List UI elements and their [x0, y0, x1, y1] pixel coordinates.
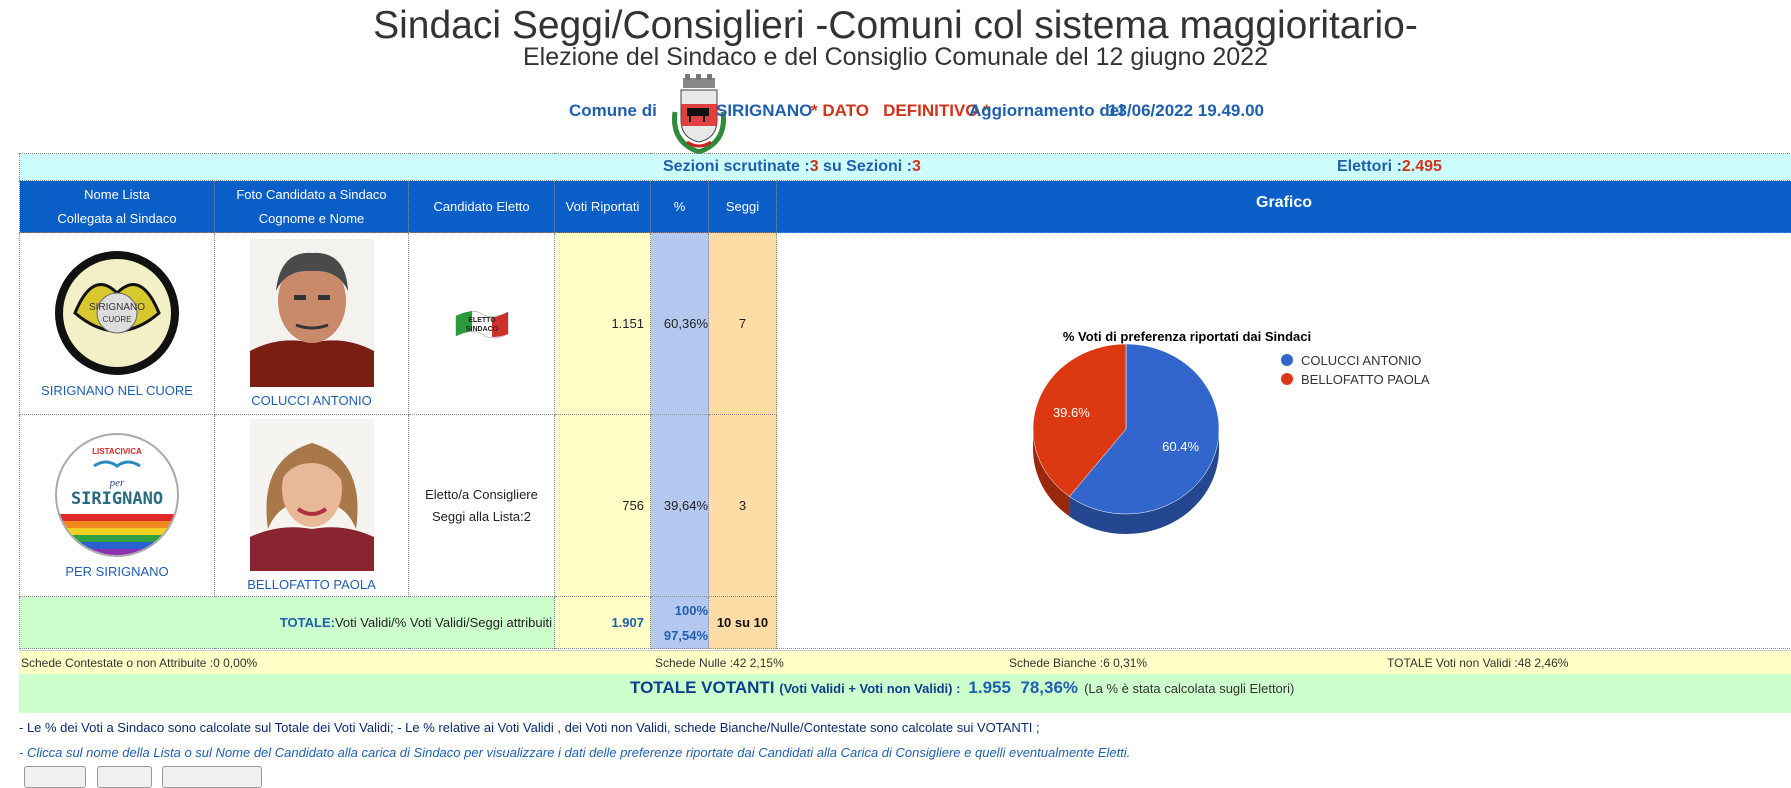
- eletto-cell: ELETTO SINDACO: [409, 233, 555, 415]
- totale-label-bold: TOTALE:: [280, 615, 335, 630]
- eletto-consigliere-label: Eletto/a Consigliere: [409, 484, 554, 506]
- candidate-photo: [250, 239, 374, 387]
- lista-logo-per-sirignano: LISTACIVICA per SIRIGNANO: [54, 432, 180, 558]
- totale-perc-1: 100%: [651, 598, 708, 623]
- svg-text:SINDACO: SINDACO: [465, 326, 498, 333]
- totale-voti: 1.907: [555, 597, 651, 649]
- logo-text-3: per: [109, 477, 125, 489]
- table-row: SIRIGNANO CUORE SIRIGNANO NEL CUORE COLU…: [20, 233, 1791, 415]
- header-eletto: Candidato Eletto: [409, 181, 555, 233]
- lista-cell: LISTACIVICA per SIRIGNANO PER SIRIGNANO: [20, 415, 215, 597]
- aggiornamento-value: 13/06/2022 19.49.00: [1108, 101, 1264, 121]
- dato-definitivo: * DATO DEFINITIVO *: [811, 101, 990, 121]
- results-table: Sezioni scrutinate :3 su Sezioni :3 Elet…: [19, 153, 1791, 649]
- lista-logo-sirignano-nel-cuore: SIRIGNANO CUORE: [53, 249, 181, 377]
- candidato-name-link[interactable]: COLUCCI ANTONIO: [215, 393, 408, 408]
- eletto-sindaco-badge-icon: ELETTO SINDACO: [454, 306, 510, 342]
- logo-text: SIRIGNANO: [71, 489, 163, 509]
- voti-cell: 756: [555, 415, 651, 597]
- header-seggi: Seggi: [709, 181, 777, 233]
- comune-name: SIRIGNANO: [716, 101, 812, 121]
- note-percentuali: - Le % dei Voti a Sindaco sono calcolate…: [19, 720, 1040, 735]
- seggi-cell: 7: [709, 233, 777, 415]
- totale-label-rest: Voti Validi/% Voti Validi/Seggi attribui…: [335, 615, 552, 630]
- totale-seggi: 10 su 10: [709, 597, 777, 649]
- seggi-lista-label: Seggi alla Lista:2: [409, 506, 554, 528]
- pie-chart: % Voti di preferenza riportati dai Sinda…: [777, 259, 1791, 623]
- legend-marker: [1281, 373, 1293, 385]
- totale-perc: 100%97,54%: [651, 597, 709, 649]
- stat-nulle: Schede Nulle :42 2,15%: [655, 656, 784, 670]
- totale-label: TOTALE:Voti Validi/% Voti Validi/Seggi a…: [20, 597, 555, 649]
- page-subtitle: Elezione del Sindaco e del Consiglio Com…: [0, 43, 1791, 71]
- header-nome-lista-2: Collegata al Sindaco: [20, 207, 214, 231]
- legend-label: BELLOFATTO PAOLA: [1301, 372, 1430, 387]
- totale-perc-2: 97,54%: [651, 623, 708, 648]
- header-voti: Voti Riportati: [555, 181, 651, 233]
- sezioni-scrutinate: 3: [810, 158, 819, 175]
- sezioni-info: Sezioni scrutinate :3 su Sezioni :3: [663, 158, 921, 176]
- page-title: Sindaci Seggi/Consiglieri -Comuni col si…: [0, 4, 1791, 48]
- sezioni-su-label: su Sezioni :: [819, 158, 912, 175]
- header-grafico: Grafico: [777, 181, 1791, 233]
- aggiornamento-label: Aggiornamento del: [969, 101, 1124, 121]
- lista-name-link[interactable]: SIRIGNANO NEL CUORE: [20, 383, 214, 398]
- logo-text-2: CUORE: [103, 315, 132, 324]
- lista-cell: SIRIGNANO CUORE SIRIGNANO NEL CUORE: [20, 233, 215, 415]
- elettori-label: Elettori :: [1337, 158, 1402, 175]
- sezioni-label: Sezioni scrutinate :: [663, 158, 810, 175]
- sezioni-row: Sezioni scrutinate :3 su Sezioni :3 Elet…: [20, 154, 1791, 181]
- stat-bianche: Schede Bianche :6 0,31%: [1009, 656, 1147, 670]
- svg-text:ELETTO: ELETTO: [468, 317, 496, 324]
- bottom-button-3[interactable]: [162, 766, 262, 788]
- stats-row: Schede Contestate o non Attribuite :0 0,…: [19, 650, 1791, 674]
- candidate-photo: [250, 419, 374, 571]
- elettori-value: 2.495: [1402, 158, 1442, 175]
- sezioni-totale: 3: [912, 158, 921, 175]
- legend-label: COLUCCI ANTONIO: [1301, 353, 1421, 368]
- pie-slice-label: 60.4%: [1162, 438, 1199, 453]
- foto-cell: BELLOFATTO PAOLA: [215, 415, 409, 597]
- logo-text-2: LISTACIVICA: [92, 447, 142, 456]
- votanti-row: TOTALE VOTANTI (Voti Validi + Voti non V…: [19, 674, 1791, 713]
- voti-cell: 1.151: [555, 233, 651, 415]
- note-clicca: - Clicca sul nome della Lista o sul Nome…: [19, 745, 1130, 760]
- logo-text: SIRIGNANO: [89, 302, 145, 313]
- perc-cell: 39,64%: [651, 415, 709, 597]
- legend-marker: [1281, 354, 1293, 366]
- votanti-label: TOTALE VOTANTI: [630, 678, 775, 697]
- header-nome-lista-1: Nome Lista: [20, 183, 214, 207]
- comune-label: Comune di: [569, 101, 657, 121]
- lista-name-link[interactable]: PER SIRIGNANO: [20, 564, 214, 579]
- chart-title: % Voti di preferenza riportati dai Sinda…: [1063, 329, 1311, 344]
- perc-cell: 60,36%: [651, 233, 709, 415]
- bottom-button-1[interactable]: [24, 766, 86, 788]
- votanti-sub: (Voti Validi + Voti non Validi) :: [779, 681, 960, 696]
- eletto-cell: Eletto/a Consigliere Seggi alla Lista:2: [409, 415, 555, 597]
- votanti-note: (La % è stata calcolata sugli Elettori): [1084, 681, 1294, 696]
- votanti-value: 1.955 78,36%: [968, 678, 1078, 697]
- votanti-summary: TOTALE VOTANTI (Voti Validi + Voti non V…: [630, 678, 1294, 698]
- comune-info: Comune di SIRIGNANO * DATO DEFINITIVO * …: [569, 70, 1369, 154]
- seggi-cell: 3: [709, 415, 777, 597]
- stat-contestate: Schede Contestate o non Attribuite :0 0,…: [21, 656, 257, 670]
- elettori-info: Elettori :2.495: [1337, 158, 1442, 176]
- foto-cell: COLUCCI ANTONIO: [215, 233, 409, 415]
- stat-non-validi: TOTALE Voti non Validi :48 2,46%: [1387, 656, 1568, 670]
- grafico-cell: % Voti di preferenza riportati dai Sinda…: [777, 233, 1791, 649]
- pie-slice-label: 39.6%: [1053, 405, 1090, 420]
- bottom-button-2[interactable]: [97, 766, 152, 788]
- header-perc: %: [651, 181, 709, 233]
- header-foto-1: Foto Candidato a Sindaco: [215, 183, 408, 207]
- candidato-name-link[interactable]: BELLOFATTO PAOLA: [215, 577, 408, 592]
- header-foto-2: Cognome e Nome: [215, 207, 408, 231]
